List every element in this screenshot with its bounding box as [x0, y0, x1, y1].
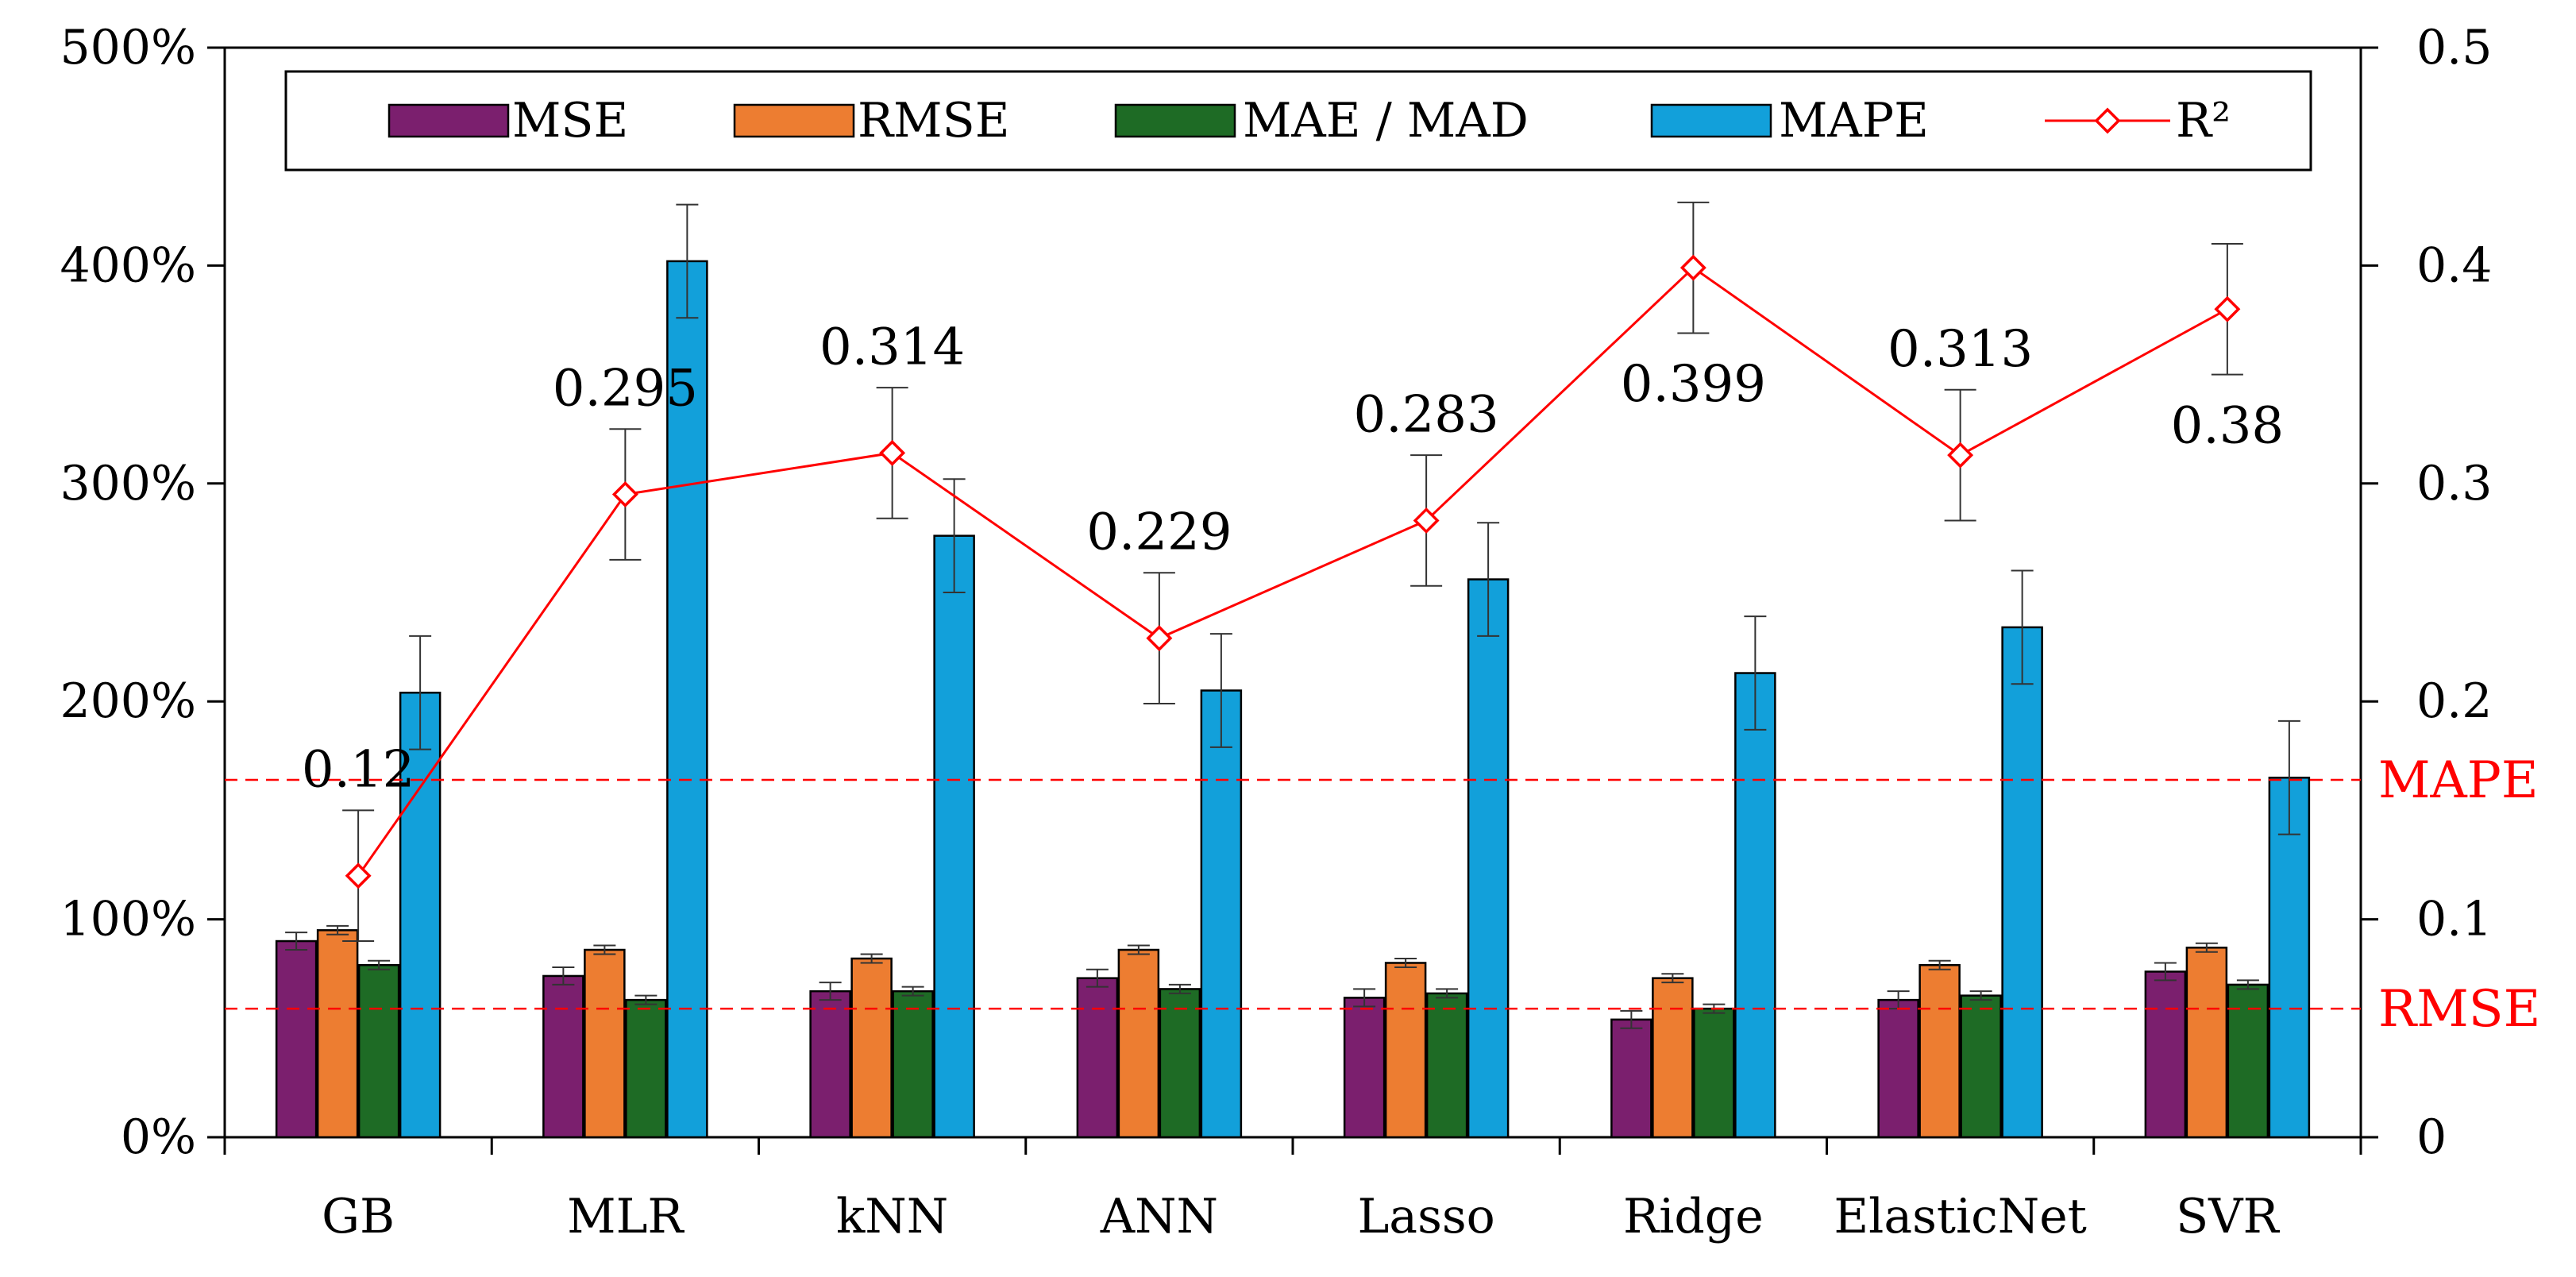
reference-line-label: MAPE — [2378, 751, 2539, 810]
bar-mape — [1734, 672, 1776, 1139]
r2-data-label: 0.313 — [1888, 320, 2033, 379]
legend-label: MSE — [512, 93, 628, 149]
legend-swatch-mape — [1650, 103, 1772, 138]
bar-mape — [933, 534, 975, 1139]
bar-rmse — [584, 948, 626, 1139]
bar-mse — [2144, 970, 2187, 1139]
bar-mae-mad — [1960, 994, 2002, 1139]
legend-label: R² — [2176, 93, 2231, 149]
y-right-tick-label: 0.1 — [2416, 892, 2492, 947]
r2-data-label: 0.229 — [1086, 503, 1232, 562]
bar-mae-mad — [1693, 1007, 1735, 1139]
bar-rmse — [1652, 977, 1694, 1139]
x-category-label: kNN — [836, 1189, 948, 1244]
bar-rmse — [1117, 948, 1160, 1139]
bar-mae-mad — [357, 963, 400, 1139]
bar-mse — [809, 990, 851, 1139]
r2-line — [357, 266, 2228, 877]
bar-mape — [2001, 626, 2043, 1139]
y-left-tick-label: 0% — [121, 1109, 196, 1165]
bar-mse — [1877, 998, 1919, 1139]
bar-mae-mad — [892, 990, 934, 1139]
bar-mse — [542, 974, 584, 1139]
legend-swatch-rmse — [733, 103, 855, 138]
bar-mae-mad — [1425, 992, 1468, 1139]
x-category-label: Ridge — [1623, 1189, 1764, 1244]
legend-swatch-r2-marker — [2094, 107, 2121, 134]
y-left-tick-label: 100% — [60, 892, 196, 947]
r2-data-label: 0.12 — [302, 741, 415, 800]
bar-mse — [275, 939, 318, 1139]
x-category-label: ElasticNet — [1834, 1189, 2087, 1244]
bar-mae-mad — [2227, 983, 2269, 1139]
x-category-label: Lasso — [1357, 1189, 1494, 1244]
bar-mae-mad — [625, 998, 667, 1139]
legend-swatch-mae-mad — [1114, 103, 1236, 138]
r2-data-label: 0.399 — [1621, 355, 1766, 414]
y-left-tick-label: 300% — [60, 456, 196, 511]
r2-marker — [611, 481, 638, 507]
bar-rmse — [316, 929, 359, 1139]
bar-mape — [2268, 776, 2311, 1139]
legend-label: MAPE — [1779, 93, 1929, 149]
bar-mape — [1467, 578, 1510, 1139]
y-left-tick-label: 200% — [60, 673, 196, 729]
bar-mae-mad — [1159, 988, 1201, 1139]
reference-line-label: RMSE — [2378, 980, 2540, 1039]
r2-data-label: 0.314 — [819, 318, 965, 376]
y-right-tick-label: 0.2 — [2416, 673, 2492, 729]
r2-data-label: 0.295 — [553, 360, 698, 419]
r2-marker — [1679, 254, 1706, 281]
x-category-label: SVR — [2176, 1189, 2280, 1244]
r2-marker — [1947, 442, 1974, 469]
legend-label: MAE / MAD — [1243, 93, 1529, 149]
y-right-tick-label: 0 — [2416, 1109, 2447, 1165]
y-right-tick-label: 0.3 — [2416, 456, 2492, 511]
r2-data-label: 0.283 — [1354, 385, 1499, 444]
legend-label: RMSE — [858, 93, 1010, 149]
r2-marker — [879, 439, 906, 466]
y-right-tick-label: 0.5 — [2416, 20, 2492, 75]
bar-mse — [1076, 977, 1119, 1139]
legend-swatch-mse — [388, 103, 510, 138]
r2-marker — [2214, 295, 2241, 322]
r2-marker — [1146, 625, 1173, 652]
bar-rmse — [1919, 963, 1961, 1139]
bar-mse — [1343, 997, 1386, 1139]
x-category-label: MLR — [567, 1189, 684, 1244]
y-left-tick-label: 500% — [60, 20, 196, 75]
bar-rmse — [850, 957, 893, 1139]
bar-rmse — [1384, 962, 1427, 1139]
bar-mse — [1610, 1018, 1652, 1139]
bar-mape — [666, 260, 708, 1139]
bar-rmse — [2185, 947, 2228, 1139]
r2-marker — [345, 862, 372, 889]
x-category-label: GB — [322, 1189, 395, 1244]
r2-data-label: 0.38 — [2171, 396, 2285, 455]
legend-box — [284, 70, 2312, 172]
y-left-tick-label: 400% — [60, 237, 196, 293]
y-right-tick-label: 0.4 — [2416, 237, 2492, 293]
bar-mape — [1200, 689, 1243, 1139]
r2-marker — [1413, 507, 1440, 534]
x-category-label: ANN — [1100, 1189, 1218, 1244]
